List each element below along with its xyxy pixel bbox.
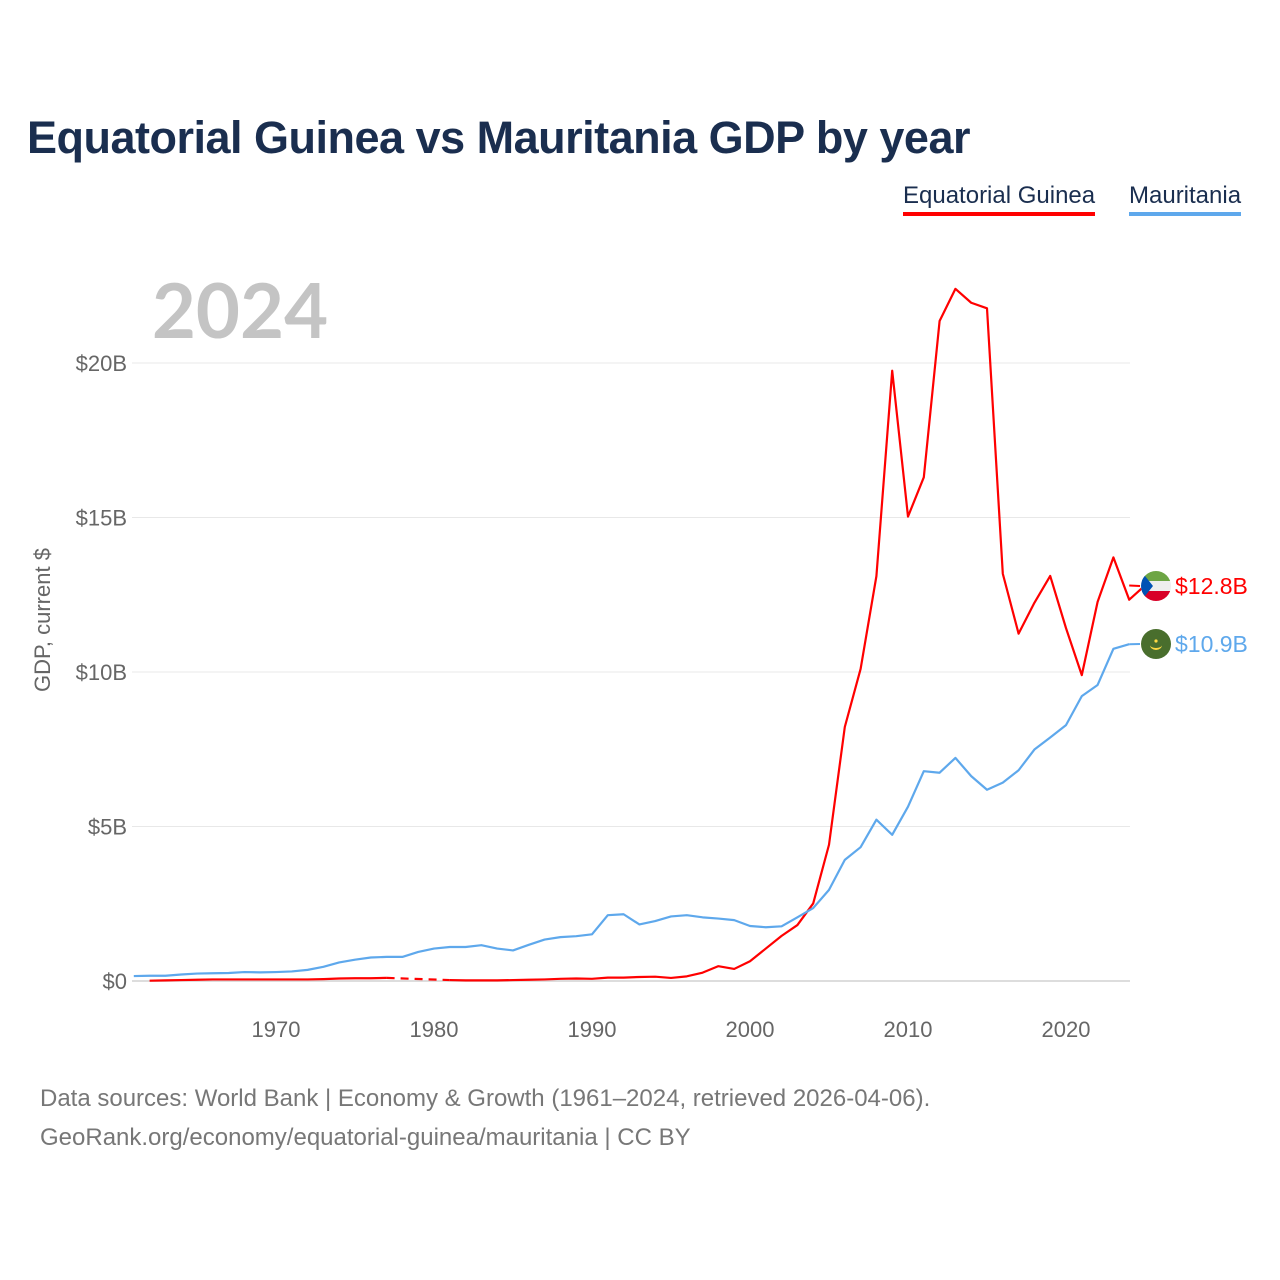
end-connector (1129, 584, 1141, 587)
legend-equatorial-guinea[interactable]: Equatorial Guinea (903, 182, 1096, 216)
mauritania-flag-icon (1141, 629, 1171, 659)
y-tick-label: $5B (88, 815, 127, 840)
footer-link[interactable]: GeoRank.org/economy/equatorial-guinea/ma… (40, 1124, 691, 1151)
series-line-equatorial-guinea (449, 287, 1146, 982)
series-gap-equatorial-guinea (386, 976, 450, 982)
end-value-label-equatorial-guinea: $12.8B (1175, 573, 1248, 599)
year-watermark: 2024 (152, 264, 328, 355)
end-value-label-mauritania: $10.9B (1175, 631, 1248, 657)
footer-sources: Data sources: World Bank | Economy & Gro… (40, 1085, 931, 1112)
series-line-mauritania (133, 643, 1130, 978)
x-tick-label: 2000 (726, 1017, 775, 1042)
legend-mauritania[interactable]: Mauritania (1129, 182, 1242, 216)
x-tick-label: 2020 (1042, 1017, 1091, 1042)
x-tick-label: 1990 (568, 1017, 617, 1042)
y-tick-label: $0 (103, 969, 127, 994)
x-tick-label: 2010 (884, 1017, 933, 1042)
x-tick-label: 1970 (252, 1017, 301, 1042)
chart-title: Equatorial Guinea vs Mauritania GDP by y… (27, 112, 971, 163)
y-tick-label: $20B (76, 351, 127, 376)
y-tick-label: $15B (76, 506, 127, 531)
equatorial-guinea-flag-icon (1141, 571, 1171, 601)
x-tick-label: 1980 (410, 1017, 459, 1042)
series-line-equatorial-guinea (149, 976, 387, 982)
y-axis-label: GDP, current $ (30, 548, 55, 692)
y-tick-label: $10B (76, 660, 127, 685)
